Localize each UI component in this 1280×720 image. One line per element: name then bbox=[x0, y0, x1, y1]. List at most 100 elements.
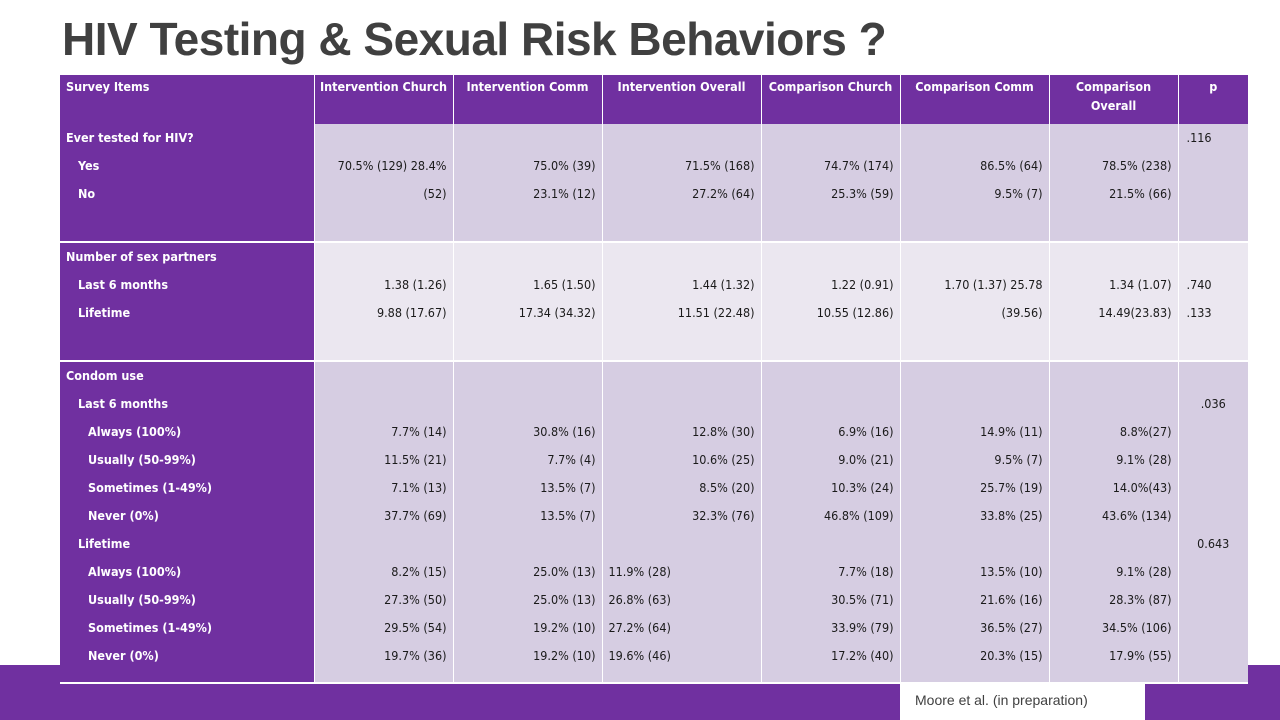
value bbox=[454, 362, 602, 390]
value bbox=[315, 124, 453, 152]
value bbox=[901, 243, 1049, 271]
value bbox=[315, 362, 453, 390]
value: 37.7% (69) bbox=[384, 508, 447, 523]
col-header-intervention-church: Intervention Church bbox=[314, 75, 454, 124]
col-header-intervention-overall: Intervention Overall bbox=[602, 75, 762, 124]
value bbox=[603, 362, 761, 390]
cell-intervention-comm: 1.65 (1.50) 17.34 (34.32) bbox=[453, 242, 603, 362]
value: 25.0% (13) bbox=[533, 564, 596, 579]
col-header-comparison-overall: Comparison Overall bbox=[1049, 75, 1179, 124]
value: 10.3% (24) bbox=[831, 480, 894, 495]
value: 28.3% (87) bbox=[1109, 592, 1172, 607]
value: 1.38 (1.26) bbox=[384, 277, 447, 292]
value: 11.9% (28) bbox=[608, 564, 671, 579]
row-label: Last 6 months bbox=[78, 277, 169, 292]
value: 13.5% (7) bbox=[540, 480, 596, 495]
row-labels: Number of sex partners Last 6 months Lif… bbox=[60, 242, 315, 362]
value: 6.9% (16) bbox=[838, 424, 894, 439]
value: 7.7% (4) bbox=[547, 452, 596, 467]
value: 30.8% (16) bbox=[533, 424, 596, 439]
value: 20.3% (15) bbox=[980, 648, 1043, 663]
table-row-ever-tested: Ever tested for HIV? Yes No 70.5% (129) … bbox=[60, 124, 1249, 243]
value: 10.6% (25) bbox=[692, 452, 755, 467]
cell-intervention-overall: 1.44 (1.32) 11.51 (22.48) bbox=[602, 242, 762, 362]
col-header-survey-items: Survey Items bbox=[60, 75, 315, 124]
col-header-p: p bbox=[1178, 75, 1248, 124]
value: 10.55 (12.86) bbox=[816, 305, 894, 320]
value: 1.65 (1.50) bbox=[533, 277, 596, 292]
value bbox=[1050, 124, 1178, 152]
row-label: Last 6 months bbox=[78, 396, 169, 411]
value: 74.7% (174) bbox=[823, 158, 894, 173]
value: 75.0% (39) bbox=[533, 158, 596, 173]
value: 14.9% (11) bbox=[980, 424, 1043, 439]
value: 9.5% (7) bbox=[994, 186, 1043, 201]
value: 9.5% (7) bbox=[994, 452, 1043, 467]
row-labels: Condom use Last 6 months Always (100%) U… bbox=[60, 361, 315, 684]
cell-intervention-comm: 30.8% (16) 7.7% (4) 13.5% (7) 13.5% (7) … bbox=[453, 361, 603, 684]
value: 25.3% (59) bbox=[831, 186, 894, 201]
p-value bbox=[1179, 474, 1249, 502]
row-label: Lifetime bbox=[78, 536, 131, 551]
value bbox=[603, 124, 761, 152]
value: 19.2% (10) bbox=[533, 648, 596, 663]
cell-comparison-overall: 8.8%(27) 9.1% (28) 14.0%(43) 43.6% (134)… bbox=[1049, 361, 1179, 684]
value: 25.0% (13) bbox=[533, 592, 596, 607]
p-value bbox=[1179, 558, 1249, 586]
value: 7.7% (18) bbox=[838, 564, 894, 579]
value: 11.5% (21) bbox=[384, 452, 447, 467]
value bbox=[901, 124, 1049, 152]
value bbox=[1050, 362, 1178, 390]
value: 27.3% (50) bbox=[384, 592, 447, 607]
cell-p: .036 0.643 bbox=[1178, 361, 1249, 684]
value: 70.5% (129) 28.4% bbox=[337, 158, 447, 173]
header-row: Survey Items Intervention Church Interve… bbox=[60, 75, 1248, 124]
value bbox=[901, 530, 1049, 558]
value: 33.8% (25) bbox=[980, 508, 1043, 523]
value: 13.5% (10) bbox=[980, 564, 1043, 579]
value: 11.51 (22.48) bbox=[677, 305, 755, 320]
value: 19.6% (46) bbox=[608, 648, 671, 663]
value bbox=[762, 530, 900, 558]
cell-comparison-comm: 86.5% (64) 9.5% (7) bbox=[900, 124, 1050, 243]
value: (39.56) bbox=[1001, 305, 1043, 320]
row-label: Always (100%) bbox=[88, 424, 182, 439]
value: 21.6% (16) bbox=[980, 592, 1043, 607]
value: 7.7% (14) bbox=[391, 424, 447, 439]
value bbox=[901, 390, 1049, 418]
value: 1.34 (1.07) bbox=[1109, 277, 1172, 292]
p-value bbox=[1179, 180, 1249, 208]
value bbox=[454, 390, 602, 418]
value: 1.44 (1.32) bbox=[692, 277, 755, 292]
p-value bbox=[1179, 362, 1249, 390]
value: 13.5% (7) bbox=[540, 508, 596, 523]
value bbox=[315, 390, 453, 418]
value: 78.5% (238) bbox=[1101, 158, 1172, 173]
p-value bbox=[1179, 586, 1249, 614]
row-label: Sometimes (1-49%) bbox=[88, 620, 213, 635]
value bbox=[454, 124, 602, 152]
col-header-intervention-comm: Intervention Comm bbox=[453, 75, 603, 124]
p-value bbox=[1179, 243, 1249, 271]
cell-p: .740 .133 bbox=[1178, 242, 1249, 362]
cell-p: .116 bbox=[1178, 124, 1249, 243]
row-label: Ever tested for HIV? bbox=[66, 130, 194, 145]
p-value: 0.643 bbox=[1197, 536, 1230, 551]
value: 9.0% (21) bbox=[838, 452, 894, 467]
value bbox=[762, 243, 900, 271]
p-value bbox=[1179, 642, 1249, 670]
value: 17.9% (55) bbox=[1109, 648, 1172, 663]
value: 25.7% (19) bbox=[980, 480, 1043, 495]
value bbox=[762, 124, 900, 152]
value: 27.2% (64) bbox=[608, 620, 671, 635]
cell-comparison-church: 1.22 (0.91) 10.55 (12.86) bbox=[761, 242, 901, 362]
value: 17.2% (40) bbox=[831, 648, 894, 663]
cell-comparison-comm: 14.9% (11) 9.5% (7) 25.7% (19) 33.8% (25… bbox=[900, 361, 1050, 684]
value: 8.8%(27) bbox=[1119, 424, 1172, 439]
row-label: Sometimes (1-49%) bbox=[88, 480, 213, 495]
value: 32.3% (76) bbox=[692, 508, 755, 523]
p-value: .036 bbox=[1200, 396, 1226, 411]
row-label: Usually (50-99%) bbox=[88, 592, 196, 607]
value: 1.70 (1.37) 25.78 bbox=[944, 277, 1043, 292]
value: 7.1% (13) bbox=[391, 480, 447, 495]
